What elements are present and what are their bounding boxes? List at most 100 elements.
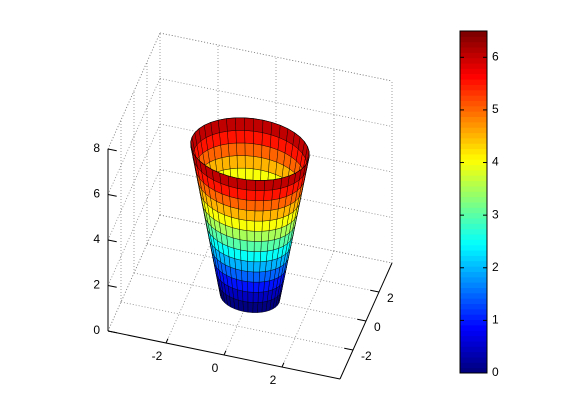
colorbar-swatch <box>460 127 487 134</box>
colorbar-tick-label: 6 <box>492 49 499 63</box>
surface-face <box>220 143 230 158</box>
colorbar-swatch <box>460 68 487 75</box>
colorbar-swatch <box>460 276 487 283</box>
colorbar-swatch <box>460 308 487 315</box>
colorbar-tick-label: 4 <box>492 155 499 169</box>
colorbar-swatch <box>460 234 487 240</box>
colorbar-swatch <box>460 335 487 342</box>
surface-face <box>246 199 256 212</box>
colorbar-swatch <box>460 164 487 171</box>
colorbar-swatch <box>460 196 487 203</box>
grid-line <box>165 226 219 344</box>
x-tick <box>165 338 169 344</box>
grid-line <box>159 214 393 264</box>
surface-face <box>270 198 280 211</box>
surface-face <box>236 177 247 191</box>
surface-face <box>261 144 271 160</box>
surface-face <box>253 261 261 273</box>
colorbar-swatch <box>460 244 487 251</box>
surface-face <box>254 231 263 242</box>
colorbar-swatch <box>460 148 487 155</box>
colorbar-frame <box>459 30 488 374</box>
colorbar-swatch <box>460 362 487 369</box>
z-tick-label: 4 <box>93 232 100 246</box>
grid-line <box>159 78 393 127</box>
surface-face <box>236 279 243 292</box>
surface-face <box>252 302 259 313</box>
surface-face <box>263 179 274 191</box>
surface-face <box>263 189 273 202</box>
z-tick <box>107 194 117 197</box>
surface-face <box>237 198 247 211</box>
surface-face <box>228 155 238 170</box>
surface-face <box>257 291 264 303</box>
grid-line <box>146 243 380 293</box>
surface-face <box>244 130 254 144</box>
surface-face <box>239 229 248 242</box>
surface-face <box>258 271 266 283</box>
colorbar-tick-label: 0 <box>492 365 499 379</box>
colorbar-swatch <box>460 356 487 363</box>
surface-face <box>261 132 272 148</box>
surface-face <box>268 218 278 231</box>
surface-face <box>235 268 243 282</box>
colorbar-swatch <box>460 73 487 80</box>
colorbar-swatch <box>460 340 487 347</box>
colorbar-swatch <box>460 218 487 224</box>
x-tick-label: 0 <box>212 361 219 375</box>
colorbar-swatch <box>460 180 487 187</box>
colorbar-swatch <box>460 287 487 294</box>
z-tick <box>107 285 117 288</box>
surface-face <box>245 179 256 191</box>
y-tick-label: 2 <box>387 291 394 305</box>
surface-face <box>261 230 270 242</box>
surface-face <box>259 250 268 263</box>
colorbar-swatch <box>460 153 487 160</box>
surface-face <box>242 300 249 313</box>
grid-line <box>133 272 367 322</box>
colorbar-swatch <box>460 239 487 246</box>
surface-face <box>244 155 254 170</box>
surface-face <box>262 119 273 136</box>
surface-face <box>240 249 248 262</box>
surface-face <box>227 130 237 144</box>
z-tick <box>107 239 117 243</box>
surface-face <box>237 289 244 302</box>
z-tick-label: 2 <box>93 278 100 292</box>
z-tick-label: 6 <box>93 187 100 201</box>
surface-face <box>269 208 279 221</box>
surface-face <box>236 155 246 169</box>
surface-face <box>247 291 254 303</box>
colorbar-swatch <box>460 314 487 321</box>
surface-face <box>252 281 260 293</box>
colorbar-tick-label: 3 <box>492 207 499 221</box>
colorbar-swatch <box>460 57 487 64</box>
surface-face <box>253 130 263 146</box>
surface-face <box>233 247 242 261</box>
colorbar-swatch <box>460 169 487 176</box>
colorbar-swatch <box>460 324 487 331</box>
grid-line <box>159 32 393 82</box>
surface-face <box>217 118 228 133</box>
colorbar-tick-label: 1 <box>492 313 499 327</box>
colorbar-swatch <box>460 159 487 166</box>
surface-face <box>241 270 248 282</box>
colorbar-swatch <box>460 137 487 144</box>
colorbar-swatch <box>460 223 487 230</box>
surface-face <box>254 210 264 222</box>
surface-face <box>242 290 249 303</box>
surface-face <box>261 220 271 232</box>
colorbar-swatch <box>460 250 487 256</box>
surface-face <box>236 142 246 156</box>
surface-face <box>252 155 262 171</box>
surface-face <box>259 260 267 273</box>
surface-face <box>227 142 238 157</box>
colorbar-swatch <box>460 303 487 310</box>
colorbar-swatch <box>460 367 487 374</box>
colorbar-swatch <box>460 175 487 182</box>
colorbar-swatch <box>460 36 487 43</box>
colorbar-swatch <box>460 185 487 192</box>
colorbar-swatch <box>460 292 487 299</box>
surface-face <box>252 292 259 303</box>
